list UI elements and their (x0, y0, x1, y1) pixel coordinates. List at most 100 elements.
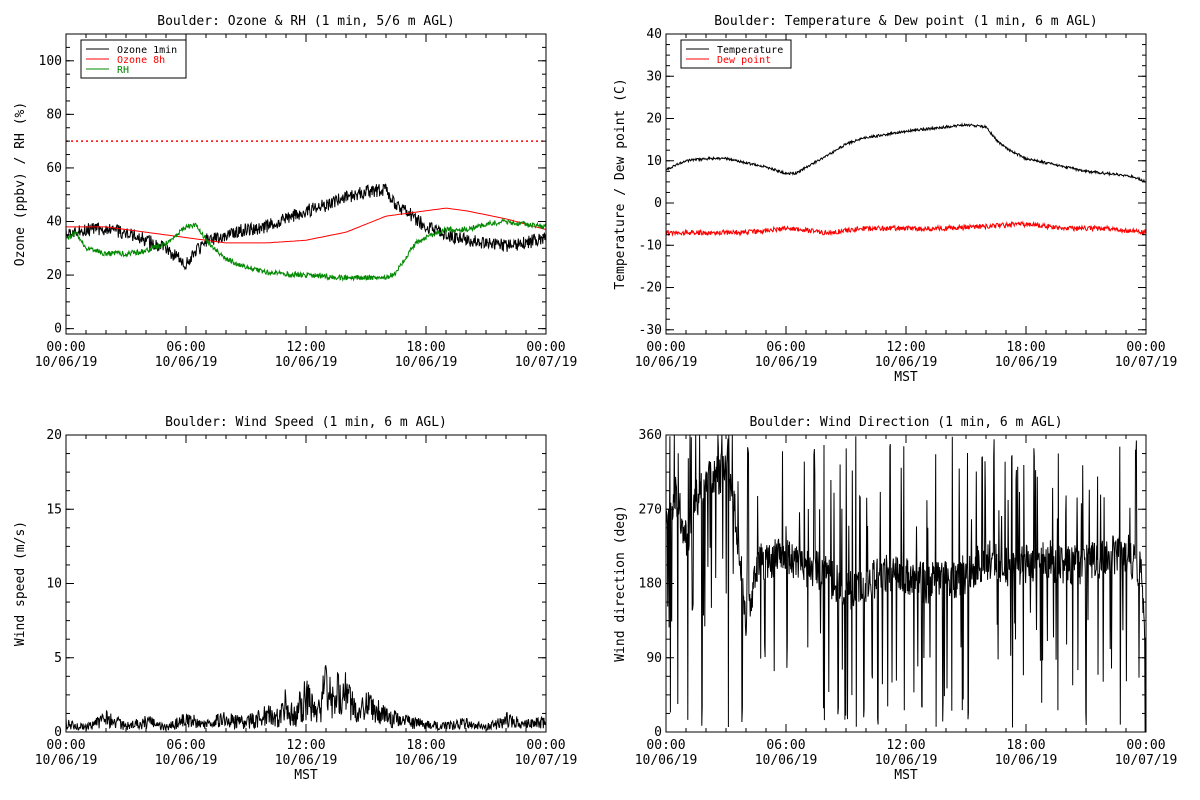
series-line-ozone-1min (66, 183, 546, 271)
x-tick-date-label: 10/06/19 (395, 355, 458, 370)
y-tick-label: 0 (654, 725, 662, 740)
y-tick-label: 180 (639, 577, 662, 592)
x-tick-date-label: 10/06/19 (35, 355, 98, 370)
y-tick-label: 20 (646, 112, 662, 127)
series-line-trace (66, 665, 546, 732)
x-tick-time-label: 00:00 (46, 340, 85, 355)
series-line-trace (666, 435, 1146, 732)
x-tick-date-label: 10/06/19 (755, 355, 818, 370)
x-tick-date-label: 10/06/19 (275, 753, 338, 768)
chart-wind-direction: Boulder: Wind Direction (1 min, 6 m AGL)… (613, 415, 1177, 783)
y-axis-label: Ozone (ppbv) / RH (%) (13, 102, 28, 266)
x-tick-time-label: 00:00 (1126, 738, 1165, 753)
y-tick-label: 80 (46, 107, 62, 122)
y-tick-label: -30 (639, 323, 662, 338)
y-tick-label: 270 (639, 502, 662, 517)
y-axis-label: Wind speed (m/s) (13, 521, 28, 646)
y-tick-label: -10 (639, 238, 662, 253)
y-tick-label: 0 (54, 322, 62, 337)
x-tick-date-label: 10/06/19 (875, 355, 938, 370)
legend-label: Ozone 1min (117, 45, 177, 56)
x-tick-date-label: 10/06/19 (635, 753, 698, 768)
x-tick-time-label: 18:00 (1006, 738, 1045, 753)
legend-label: Temperature (717, 45, 783, 56)
legend-label: RH (117, 65, 129, 76)
x-tick-time-label: 00:00 (46, 738, 85, 753)
x-tick-date-label: 10/06/19 (395, 753, 458, 768)
legend-label: Ozone 8h (117, 55, 165, 66)
x-tick-time-label: 00:00 (526, 738, 565, 753)
y-tick-label: 20 (46, 428, 62, 443)
y-tick-label: 60 (46, 161, 62, 176)
x-tick-time-label: 18:00 (406, 738, 445, 753)
y-tick-label: 40 (646, 27, 662, 42)
series-line-temperature (666, 122, 1146, 183)
y-tick-label: 90 (646, 651, 662, 666)
plot-frame (65, 434, 547, 733)
y-tick-label: 10 (646, 154, 662, 169)
x-tick-date-label: 10/06/19 (755, 753, 818, 768)
x-tick-date-label: 10/06/19 (635, 355, 698, 370)
plot-frame (65, 33, 547, 335)
y-tick-label: 40 (46, 215, 62, 230)
plot-frame (665, 33, 1147, 335)
x-tick-date-label: 10/06/19 (155, 355, 218, 370)
chart-wind-speed: Boulder: Wind Speed (1 min, 6 m AGL) 0 5 10… (13, 415, 577, 783)
x-tick-date-label: 10/06/19 (35, 753, 98, 768)
series-line-ozone-8h (66, 207, 546, 244)
plot-data-layer (66, 665, 546, 732)
x-tick-date-label: 10/06/19 (995, 753, 1058, 768)
x-tick-date-label: 10/06/19 (155, 753, 218, 768)
x-tick-time-label: 18:00 (406, 340, 445, 355)
y-tick-label: 15 (46, 502, 62, 517)
y-tick-label: 5 (54, 651, 62, 666)
x-tick-time-label: 18:00 (1006, 340, 1045, 355)
chart-ozone-rh: Boulder: Ozone & RH (1 min, 5/6 m AGL) 0 2… (13, 14, 577, 370)
y-axis-label: Wind direction (deg) (613, 505, 628, 662)
x-tick-time-label: 06:00 (766, 340, 805, 355)
chart-title: Boulder: Wind Speed (1 min, 6 m AGL) (165, 415, 447, 430)
chart-title: Boulder: Temperature & Dew point (1 min,… (714, 14, 1098, 29)
x-tick-date-label: 10/06/19 (875, 753, 938, 768)
x-tick-time-label: 00:00 (646, 738, 685, 753)
y-tick-label: 100 (39, 54, 62, 69)
x-tick-date-label: 10/06/19 (275, 355, 338, 370)
x-tick-time-label: 12:00 (886, 340, 925, 355)
x-tick-time-label: 00:00 (526, 340, 565, 355)
x-axis-label: MST (894, 768, 918, 783)
x-tick-time-label: 06:00 (166, 738, 205, 753)
x-tick-time-label: 00:00 (646, 340, 685, 355)
x-axis-label: MST (294, 768, 318, 783)
x-tick-date-label: 10/07/19 (515, 753, 578, 768)
chart-temperature-dewpoint: Boulder: Temperature & Dew point (1 min,… (613, 14, 1177, 385)
plot-data-layer (666, 122, 1146, 237)
plot-data-layer (66, 140, 546, 282)
y-tick-label: 0 (54, 725, 62, 740)
x-tick-time-label: 00:00 (1126, 340, 1165, 355)
x-tick-time-label: 12:00 (286, 738, 325, 753)
y-tick-label: -20 (639, 281, 662, 296)
series-line-dew-point (666, 220, 1146, 237)
x-tick-time-label: 06:00 (166, 340, 205, 355)
y-tick-label: 10 (46, 577, 62, 592)
y-tick-label: 20 (46, 268, 62, 283)
chart-title: Boulder: Wind Direction (1 min, 6 m AGL) (749, 415, 1062, 430)
legend-box (680, 39, 792, 69)
x-tick-time-label: 12:00 (286, 340, 325, 355)
x-tick-date-label: 10/07/19 (1115, 753, 1178, 768)
y-axis-label: Temperature / Dew point (C) (613, 78, 628, 289)
y-tick-label: 30 (646, 69, 662, 84)
x-tick-date-label: 10/06/19 (995, 355, 1058, 370)
y-tick-label: 360 (639, 428, 662, 443)
legend-label: Dew point (717, 55, 771, 66)
series-line-rh (66, 218, 546, 282)
x-tick-time-label: 12:00 (886, 738, 925, 753)
plot-data-layer (666, 435, 1146, 732)
chart-title: Boulder: Ozone & RH (1 min, 5/6 m AGL) (157, 14, 454, 29)
x-tick-time-label: 06:00 (766, 738, 805, 753)
y-tick-label: 0 (654, 196, 662, 211)
x-tick-date-label: 10/07/19 (1115, 355, 1178, 370)
